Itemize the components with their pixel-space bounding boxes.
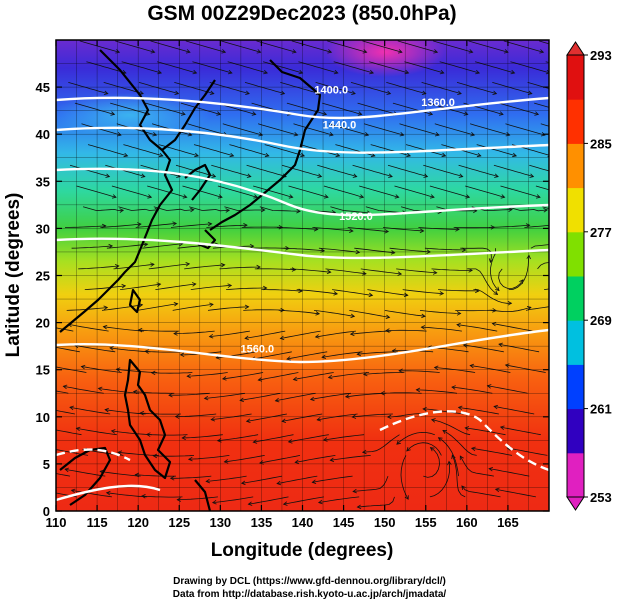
colorbar-ticks: 253 261 269 277 285 293 [584, 48, 612, 505]
y-tick-label: 20 [36, 316, 50, 331]
x-tick-label: 115 [87, 515, 108, 530]
colorbar-tick-label: 285 [590, 136, 612, 151]
credit-data: Data from http://database.rish.kyoto-u.a… [172, 589, 447, 600]
contour-label: 1440.0 [323, 120, 357, 132]
colorbar-bottom-arrow [566, 496, 585, 511]
x-tick-label: 135 [251, 515, 273, 530]
colorbar-segment [567, 364, 584, 410]
lat-lon-grid [56, 40, 549, 511]
contour-label: 1520.0 [339, 211, 373, 223]
colorbar-segment [567, 99, 584, 144]
colorbar-segment [567, 408, 584, 454]
x-tick-label: 125 [168, 515, 190, 530]
y-tick-label: 40 [36, 127, 50, 142]
colorbar-tick-label: 253 [590, 490, 612, 505]
credit-drawing: Drawing by DCL (https://www.gfd-dennou.o… [173, 576, 446, 587]
plot-area: 1360.0 1400.0 1440.0 1520.0 1560.0 [56, 40, 549, 511]
colorbar [566, 41, 585, 511]
y-tick-label: 15 [36, 363, 50, 378]
x-tick-label: 165 [497, 515, 519, 530]
x-tick-label: 160 [456, 515, 478, 530]
colorbar-segment [567, 276, 584, 321]
x-tick-label: 150 [374, 515, 396, 530]
cold-core-region [325, 40, 445, 77]
colorbar-tick-label: 277 [590, 225, 612, 240]
colorbar-segment [567, 143, 584, 189]
y-axis-ticks: 0 5 10 15 20 25 30 35 40 45 [36, 80, 549, 519]
y-tick-label: 0 [43, 504, 50, 519]
y-tick-label: 10 [36, 410, 50, 425]
cool-region [56, 93, 210, 137]
x-tick-label: 140 [292, 515, 314, 530]
x-axis-ticks: 110 115 120 125 130 135 140 145 150 155 160 165 [46, 40, 519, 530]
x-tick-label: 120 [127, 515, 149, 530]
x-tick-label: 110 [46, 515, 67, 530]
colorbar-tick-label: 269 [590, 313, 612, 328]
colorbar-tick-label: 293 [590, 48, 612, 63]
contour-label: 1360.0 [421, 97, 455, 109]
y-tick-label: 45 [36, 80, 50, 95]
colorbar-segment [567, 452, 584, 498]
x-tick-label: 145 [333, 515, 355, 530]
y-tick-label: 5 [43, 457, 50, 472]
y-axis-label: Latitude (degrees) [3, 193, 24, 358]
height-contours [56, 96, 549, 502]
map-title: GSM 00Z29Dec2023 (850.0hPa) [147, 2, 456, 25]
contour-labels: 1360.0 1400.0 1440.0 1520.0 1560.0 [240, 85, 454, 356]
colorbar-segment [567, 231, 584, 277]
x-axis-label: Longitude (degrees) [211, 540, 394, 561]
colorbar-top-arrow [566, 41, 585, 56]
colorbar-segment [567, 187, 584, 233]
y-tick-label: 30 [36, 221, 50, 236]
x-tick-label: 155 [415, 515, 437, 530]
colorbar-segment [567, 320, 584, 365]
colorbar-tick-label: 261 [590, 402, 612, 417]
y-tick-label: 25 [36, 269, 50, 284]
x-tick-label: 130 [209, 515, 231, 530]
colorbar-segment [567, 55, 584, 100]
contour-label: 1400.0 [314, 85, 348, 97]
contour-label: 1560.0 [240, 344, 274, 356]
y-tick-label: 35 [36, 174, 50, 189]
